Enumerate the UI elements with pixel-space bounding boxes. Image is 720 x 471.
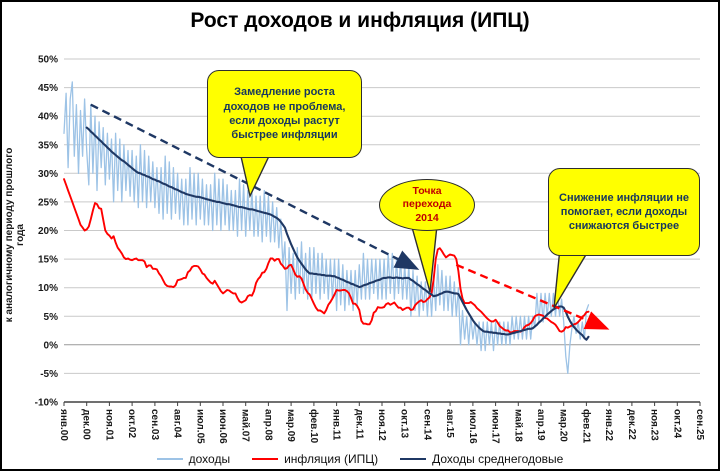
svg-text:апр.08: апр.08 [262, 409, 273, 441]
svg-text:0%: 0% [44, 340, 59, 351]
svg-text:сен.03: сен.03 [149, 409, 160, 441]
svg-text:дек.11: дек.11 [353, 409, 364, 440]
svg-text:15%: 15% [38, 255, 58, 266]
callout-inflation-decline: Снижение инфляции не помогает, если дохо… [548, 168, 700, 256]
chart-title: Рост доходов и инфляция (ИПЦ) [190, 9, 530, 32]
svg-text:ноя.01: ноя.01 [103, 409, 114, 441]
svg-text:дек.22: дек.22 [626, 409, 637, 440]
svg-text:окт.02: окт.02 [126, 409, 137, 438]
legend-item-incomes: доходы [156, 452, 231, 466]
svg-text:фев.10: фев.10 [308, 409, 320, 444]
svg-text:25%: 25% [38, 197, 58, 208]
svg-text:окт.24: окт.24 [671, 409, 682, 438]
svg-text:ноя.12: ноя.12 [376, 409, 387, 441]
svg-text:дек.00: дек.00 [81, 409, 92, 440]
svg-text:сен.14: сен.14 [421, 409, 432, 441]
svg-text:40%: 40% [38, 112, 58, 123]
svg-text:мар.20: мар.20 [558, 409, 569, 442]
callout-income-slowdown: Замедление роста доходов не проблема, ес… [207, 70, 362, 158]
svg-text:фев.21: фев.21 [580, 409, 592, 444]
callout-transition-point-2014: Точка перехода 2014 [379, 179, 475, 231]
incomes-line-swatch [156, 458, 183, 460]
svg-text:янв.00: янв.00 [58, 409, 69, 441]
svg-text:20%: 20% [38, 226, 58, 237]
svg-text:30%: 30% [38, 169, 58, 180]
svg-text:июн.06: июн.06 [217, 409, 228, 444]
svg-text:июл.16: июл.16 [467, 409, 478, 444]
svg-text:45%: 45% [38, 83, 58, 94]
svg-text:авг.04: авг.04 [172, 409, 183, 438]
inflation-line-swatch [252, 458, 279, 460]
legend-item-avg-incomes: Доходы среднегодовые [400, 452, 563, 466]
svg-text:май.18: май.18 [512, 409, 523, 442]
svg-text:июл.05: июл.05 [194, 409, 205, 444]
svg-text:сен.25: сен.25 [694, 409, 705, 441]
svg-text:50%: 50% [38, 55, 58, 66]
legend-label-incomes: доходы [188, 452, 231, 466]
svg-text:янв.22: янв.22 [603, 409, 614, 441]
legend-label-avg-incomes: Доходы среднегодовые [432, 452, 564, 466]
svg-text:-10%: -10% [35, 398, 58, 409]
svg-text:35%: 35% [38, 140, 58, 151]
svg-text:мар.09: мар.09 [285, 409, 296, 442]
svg-text:авг.15: авг.15 [444, 409, 455, 438]
svg-text:5%: 5% [44, 312, 59, 323]
svg-text:-5%: -5% [40, 369, 58, 380]
svg-text:окт.13: окт.13 [399, 409, 410, 438]
svg-text:июн.17: июн.17 [490, 409, 501, 444]
svg-text:янв.11: янв.11 [331, 409, 342, 441]
svg-text:апр.19: апр.19 [535, 409, 546, 441]
avg-incomes-line-swatch [400, 457, 427, 461]
svg-text:10%: 10% [38, 283, 58, 294]
legend-item-inflation: инфляция (ИПЦ) [252, 452, 378, 466]
legend: доходы инфляция (ИПЦ) Доходы среднегодов… [2, 452, 718, 466]
svg-text:ноя.23: ноя.23 [649, 409, 660, 441]
svg-text:май.07: май.07 [240, 409, 251, 442]
legend-label-inflation: инфляция (ИПЦ) [284, 452, 379, 466]
